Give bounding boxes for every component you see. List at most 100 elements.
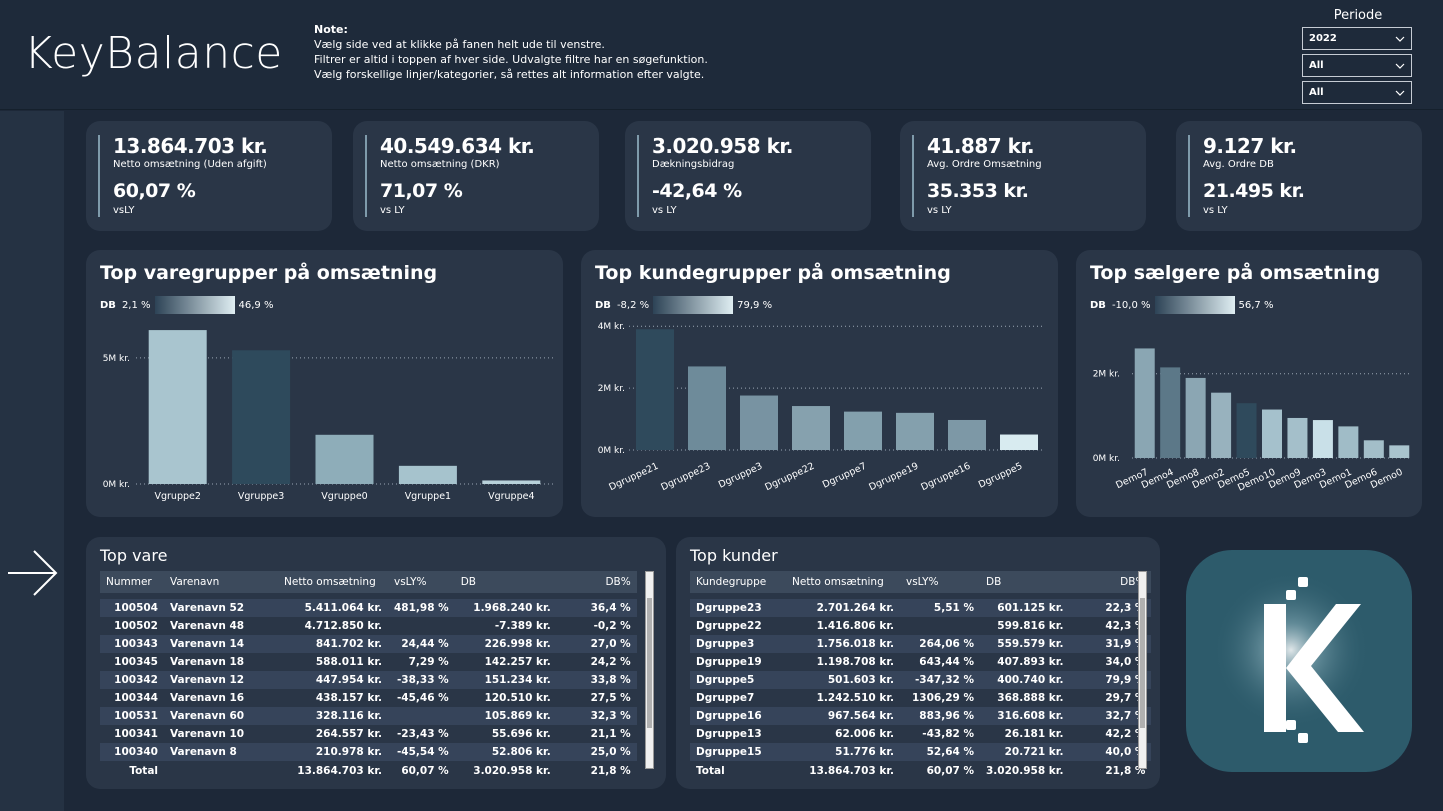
cell: 5.411.064 kr. bbox=[278, 599, 388, 617]
arrow-right-icon[interactable] bbox=[6, 547, 60, 599]
table-row[interactable]: Dgruppe19 1.198.708 kr. 643,44 % 407.893 kr… bbox=[690, 653, 1152, 671]
kpi-comparison: 21.495 kr. bbox=[1203, 180, 1305, 202]
bar[interactable] bbox=[148, 330, 207, 484]
bar[interactable] bbox=[740, 395, 778, 450]
cell: 100341 bbox=[100, 725, 164, 743]
table-row[interactable]: Dgruppe3 1.756.018 kr. 264,06 % 559.579 kr.… bbox=[690, 635, 1152, 653]
legend-min: 2,1 % bbox=[121, 299, 151, 311]
table-row[interactable]: 100502 Varenavn 48 4.712.850 kr. -7.389 kr.… bbox=[100, 617, 637, 635]
column-header[interactable]: DB bbox=[980, 571, 1070, 593]
cell: 62.006 kr. bbox=[786, 725, 900, 743]
scrollbar-thumb[interactable] bbox=[647, 598, 652, 728]
filter-slicer[interactable]: All bbox=[1302, 54, 1412, 77]
vertical-scrollbar[interactable] bbox=[1138, 571, 1147, 769]
bar[interactable] bbox=[1160, 367, 1181, 458]
bar[interactable] bbox=[688, 366, 726, 450]
table-total-row: Total 13.864.703 kr. 60,07 % 3.020.958 kr. 2… bbox=[690, 761, 1152, 781]
table-row[interactable]: Dgruppe16 967.564 kr. 883,96 % 316.608 kr. 3… bbox=[690, 707, 1152, 725]
cell: 60,07 % bbox=[900, 761, 980, 781]
top-kunder-card: Top kunder Kundegruppe Netto omsætning v… bbox=[676, 537, 1160, 789]
column-header[interactable]: DB% bbox=[556, 571, 637, 593]
cell: 105.869 kr. bbox=[454, 707, 557, 725]
bar[interactable] bbox=[315, 434, 374, 484]
table-row[interactable]: Dgruppe23 2.701.264 kr. 5,51 % 601.125 kr. 2… bbox=[690, 599, 1152, 617]
cell: 51.776 kr. bbox=[786, 743, 900, 761]
cell: Varenavn 60 bbox=[164, 707, 278, 725]
cell: 13.864.703 kr. bbox=[278, 761, 388, 781]
bar[interactable] bbox=[1134, 348, 1155, 458]
column-header[interactable]: vsLY% bbox=[900, 571, 980, 593]
cell: 24,2 % bbox=[556, 653, 637, 671]
table-row[interactable]: 100342 Varenavn 12 447.954 kr. -38,33 % 151.… bbox=[100, 671, 637, 689]
cell: 1.756.018 kr. bbox=[786, 635, 900, 653]
table-row[interactable]: 100345 Varenavn 18 588.011 kr. 7,29 % 142.25… bbox=[100, 653, 637, 671]
table-row[interactable]: 100343 Varenavn 14 841.702 kr. 24,44 % 226.9… bbox=[100, 635, 637, 653]
table-row[interactable]: 100504 Varenavn 52 5.411.064 kr. 481,98 % 1.… bbox=[100, 599, 637, 617]
cell: Varenavn 14 bbox=[164, 635, 278, 653]
cell: 841.702 kr. bbox=[278, 635, 388, 653]
bar[interactable] bbox=[1185, 377, 1206, 458]
cell: 100504 bbox=[100, 599, 164, 617]
column-header[interactable]: Netto omsætning bbox=[278, 571, 388, 593]
cell: Dgruppe23 bbox=[690, 599, 786, 617]
year-slicer[interactable]: 2022 bbox=[1302, 27, 1412, 50]
table-row[interactable]: Dgruppe15 51.776 kr. 52,64 % 20.721 kr. 40,0… bbox=[690, 743, 1152, 761]
cell: 33,8 % bbox=[556, 671, 637, 689]
bar[interactable] bbox=[1389, 445, 1410, 458]
bar[interactable] bbox=[948, 419, 986, 450]
bar[interactable] bbox=[1211, 392, 1232, 458]
varegrupper-chart-card: Top varegrupper på omsætning DB 2,1 % 46… bbox=[86, 250, 563, 517]
bar[interactable] bbox=[1000, 434, 1038, 450]
kpi-accent-bar bbox=[912, 135, 914, 217]
table-row[interactable]: 100341 Varenavn 10 264.557 kr. -23,43 % 55.6… bbox=[100, 725, 637, 743]
legend-gradient bbox=[653, 296, 734, 314]
legend-label: DB bbox=[1090, 299, 1106, 311]
bar[interactable] bbox=[482, 480, 541, 484]
table-row[interactable]: Dgruppe7 1.242.510 kr. 1306,29 % 368.888 kr… bbox=[690, 689, 1152, 707]
bar[interactable] bbox=[896, 412, 934, 450]
column-header[interactable]: DB bbox=[454, 571, 557, 593]
cell: 601.125 kr. bbox=[980, 599, 1070, 617]
kpi-label: Netto omsætning (Uden afgift) bbox=[113, 159, 267, 170]
kpi-card: 13.864.703 kr. Netto omsætning (Uden afg… bbox=[86, 121, 332, 231]
table-header-row: Nummer Varenavn Netto omsætning vsLY% DB… bbox=[100, 571, 637, 593]
legend-max: 56,7 % bbox=[1238, 299, 1274, 311]
table-row[interactable]: Dgruppe22 1.416.806 kr. 599.816 kr. 42,3 % bbox=[690, 617, 1152, 635]
table-row[interactable]: Dgruppe13 62.006 kr. -43,82 % 26.181 kr. 42,… bbox=[690, 725, 1152, 743]
bar[interactable] bbox=[1236, 403, 1257, 458]
table-row[interactable]: 100340 Varenavn 8 210.978 kr. -45,54 % 52.80… bbox=[100, 743, 637, 761]
column-header[interactable]: Varenavn bbox=[164, 571, 278, 593]
bar[interactable] bbox=[1312, 420, 1333, 458]
table-row[interactable]: 100344 Varenavn 16 438.157 kr. -45,46 % 120.… bbox=[100, 689, 637, 707]
bar[interactable] bbox=[844, 411, 882, 450]
bar[interactable] bbox=[1287, 417, 1308, 458]
bar[interactable] bbox=[1338, 426, 1359, 458]
cell bbox=[164, 761, 278, 781]
vertical-scrollbar[interactable] bbox=[645, 571, 654, 769]
column-header[interactable]: Kundegruppe bbox=[690, 571, 786, 593]
bar[interactable] bbox=[398, 465, 457, 484]
kpi-comparison: -42,64 % bbox=[652, 180, 742, 202]
cell: 100340 bbox=[100, 743, 164, 761]
x-tick-label: Vgruppe3 bbox=[238, 491, 284, 502]
table-row[interactable]: Dgruppe5 501.603 kr. -347,32 % 400.740 kr. 7… bbox=[690, 671, 1152, 689]
bar[interactable] bbox=[1262, 409, 1282, 458]
column-header[interactable]: Nummer bbox=[100, 571, 164, 593]
cell: 21,8 % bbox=[556, 761, 637, 781]
x-tick-label: Dgruppe19 bbox=[867, 461, 920, 493]
kpi-value: 40.549.634 kr. bbox=[380, 134, 535, 158]
cell: 264,06 % bbox=[900, 635, 980, 653]
column-header[interactable]: Netto omsætning bbox=[786, 571, 900, 593]
bar[interactable] bbox=[1363, 440, 1384, 458]
filter-slicer[interactable]: All bbox=[1302, 81, 1412, 104]
table-row[interactable]: 100531 Varenavn 60 328.116 kr. 105.869 kr. 3… bbox=[100, 707, 637, 725]
kpi-comparison: 71,07 % bbox=[380, 180, 463, 202]
scrollbar-thumb[interactable] bbox=[1140, 598, 1145, 728]
top-vare-table: Nummer Varenavn Netto omsætning vsLY% DB… bbox=[100, 571, 637, 781]
cell: 27,5 % bbox=[556, 689, 637, 707]
cell: 26.181 kr. bbox=[980, 725, 1070, 743]
bar[interactable] bbox=[792, 406, 830, 450]
bar[interactable] bbox=[232, 350, 291, 484]
bar[interactable] bbox=[636, 329, 674, 450]
column-header[interactable]: vsLY% bbox=[388, 571, 455, 593]
